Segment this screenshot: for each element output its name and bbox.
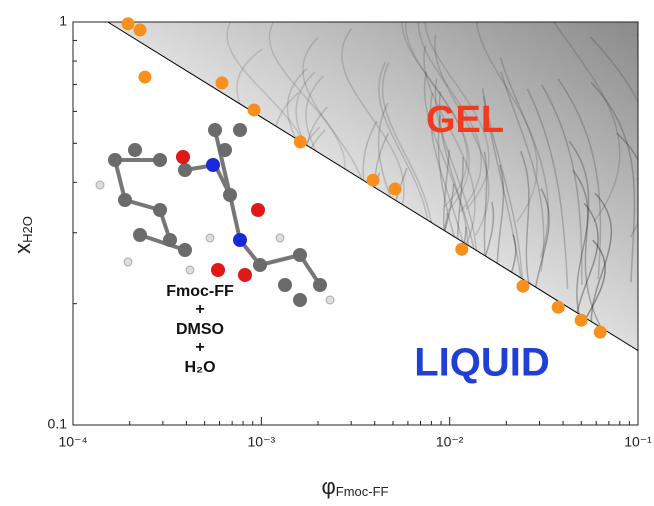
data-point <box>294 135 307 148</box>
gel-fiber <box>374 225 453 425</box>
system-label: + <box>195 301 204 318</box>
data-point <box>389 183 402 196</box>
gel-fiber <box>229 147 308 347</box>
system-label: Fmoc-FF <box>166 283 234 300</box>
data-point <box>367 174 380 187</box>
gel-fiber <box>217 243 322 443</box>
system-label: H₂O <box>184 359 215 376</box>
gel-label: GEL <box>426 99 504 141</box>
gel-fiber <box>217 215 314 415</box>
gel-fiber <box>336 184 407 384</box>
data-point <box>455 243 468 256</box>
gel-fiber <box>640 140 654 340</box>
gel-fiber <box>637 178 654 378</box>
x-tick-label: 10⁻¹ <box>624 434 652 450</box>
gel-fiber <box>335 193 409 393</box>
x-tick-label: 10⁻³ <box>248 434 276 450</box>
gel-fiber <box>232 224 329 424</box>
gel-fiber <box>290 242 385 442</box>
data-point <box>575 314 588 327</box>
data-point <box>215 76 228 89</box>
y-axis-label: xH2O <box>10 216 36 254</box>
gel-fiber <box>637 34 654 234</box>
molecule <box>96 123 334 307</box>
gel-fiber <box>266 237 363 437</box>
chart: GEL LIQUID Fmoc-FF + DMSO + H₂O φFmoc-FF… <box>0 0 654 506</box>
data-point <box>138 71 151 84</box>
x-tick-label: 10⁻² <box>436 434 464 450</box>
data-point <box>594 326 607 339</box>
gel-fiber <box>329 215 410 415</box>
gel-fiber <box>264 237 361 437</box>
gel-fiber <box>278 150 350 350</box>
gel-fiber <box>639 172 654 372</box>
gel-fiber <box>251 151 328 351</box>
x-tick-label: 10⁻⁴ <box>59 434 88 450</box>
x-axis-label: φFmoc-FF <box>322 474 389 500</box>
page: GEL LIQUID Fmoc-FF + DMSO + H₂O φFmoc-FF… <box>0 0 654 506</box>
y-tick-label: 0.1 <box>48 416 68 432</box>
data-point <box>122 17 135 30</box>
liquid-label: LIQUID <box>414 341 550 385</box>
gel-fiber <box>642 181 654 381</box>
data-point <box>134 24 147 37</box>
gel-fiber <box>303 190 380 390</box>
gel-fiber <box>290 207 374 407</box>
data-point <box>516 280 529 293</box>
data-point <box>248 103 261 116</box>
data-point <box>552 301 565 314</box>
system-label: + <box>195 339 204 356</box>
system-label: DMSO <box>176 321 224 338</box>
y-tick-label: 1 <box>59 13 67 29</box>
gel-fiber <box>249 145 325 345</box>
